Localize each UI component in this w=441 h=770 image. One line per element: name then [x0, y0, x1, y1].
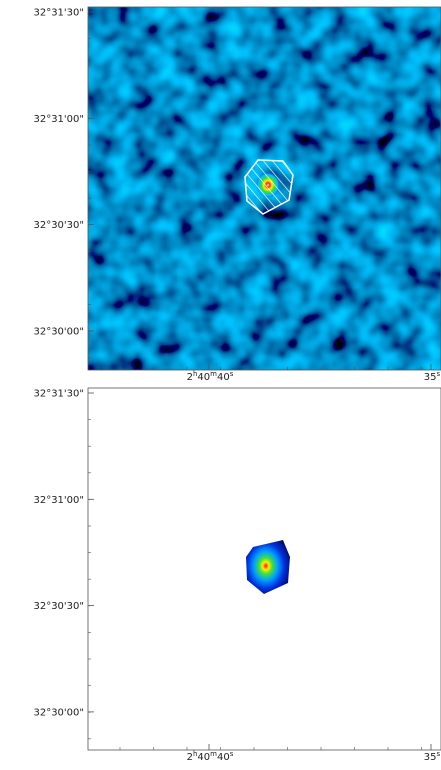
model-source [246, 540, 290, 594]
x-tick-label: 2h40m40s [187, 370, 234, 383]
unit-superscript: s [230, 370, 234, 378]
y-tick-label: 32°31'30" [33, 8, 84, 19]
number: 2 [187, 752, 193, 763]
y-tick-label: 32°31'00" [33, 114, 84, 125]
y-tick-label: 32°30'00" [33, 326, 84, 337]
number: 40 [217, 372, 230, 383]
sky-image [88, 7, 441, 370]
unit-superscript: s [437, 750, 441, 758]
unit-superscript: m [210, 370, 217, 378]
y-tick-label: 32°30'30" [33, 601, 84, 612]
number: 35 [424, 372, 437, 383]
number: 35 [424, 752, 437, 763]
region-hatch [244, 159, 294, 215]
y-tick-label: 32°30'30" [33, 220, 84, 231]
x-tick-label: 35s [424, 370, 441, 383]
y-tick-label: 32°31'00" [33, 495, 84, 506]
unit-superscript: h [193, 750, 197, 758]
number: 2 [187, 372, 193, 383]
y-tick-label: 32°31'30" [33, 389, 84, 400]
number: 40 [217, 752, 230, 763]
number: 40 [197, 372, 210, 383]
unit-superscript: h [193, 370, 197, 378]
frame [87, 6, 441, 371]
unit-superscript: m [210, 750, 217, 758]
y-tick-label: 32°30'00" [33, 707, 84, 718]
unit-superscript: s [437, 370, 441, 378]
x-tick-label: 35s [424, 750, 441, 763]
x-tick-label: 2h40m40s [187, 750, 234, 763]
number: 40 [197, 752, 210, 763]
unit-superscript: s [230, 750, 234, 758]
